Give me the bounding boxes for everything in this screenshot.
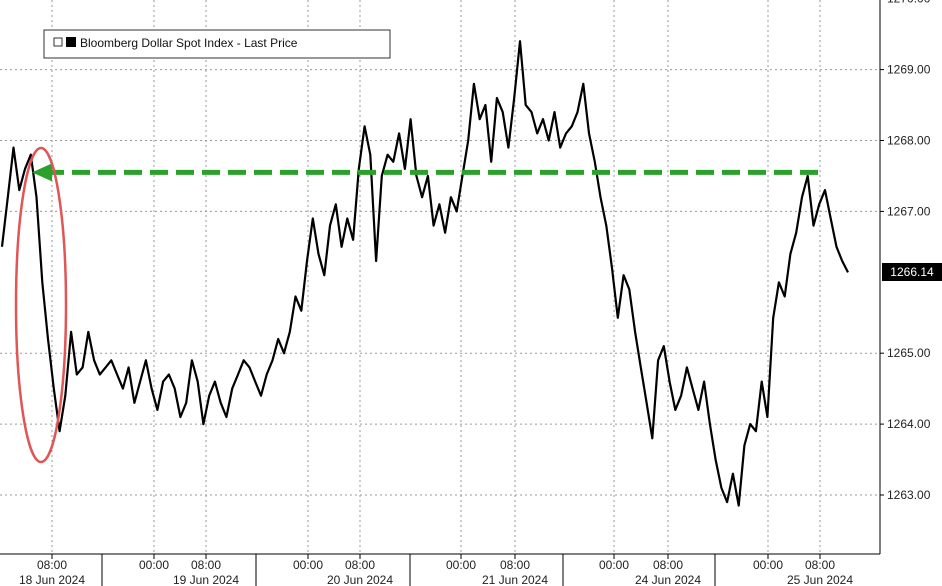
last-price-box	[882, 263, 942, 281]
x-tick-time: 00:00	[599, 558, 629, 572]
x-tick-time: 08:00	[500, 558, 530, 572]
x-tick-time: 08:00	[191, 558, 221, 572]
y-tick-label: 1268.00	[887, 134, 931, 148]
legend: Bloomberg Dollar Spot Index - Last Price	[43, 29, 391, 59]
x-tick-time: 00:00	[139, 558, 169, 572]
series-layer	[0, 40, 849, 507]
x-tick-time: 08:00	[37, 558, 67, 572]
last-price-tag: 1266.14	[882, 263, 942, 281]
y-tick-label: 1264.00	[887, 417, 931, 431]
x-tick-time: 00:00	[753, 558, 783, 572]
axis-frame	[0, 0, 881, 555]
y-tick-label: 1265.00	[887, 346, 931, 360]
y-tick-label: 1267.00	[887, 204, 931, 218]
x-tick-time: 08:00	[805, 558, 835, 572]
x-tick-date: 25 Jun 2024	[787, 573, 853, 586]
x-tick-time: 00:00	[446, 558, 476, 572]
x-tick-time: 00:00	[293, 558, 323, 572]
x-tick-date: 19 Jun 2024	[173, 573, 239, 586]
y-tick-label: 1263.00	[887, 488, 931, 502]
legend-checkbox-icon	[53, 37, 63, 47]
y-tick-label: 1269.00	[887, 63, 931, 77]
x-tick-date: 21 Jun 2024	[482, 573, 548, 586]
x-tick-date: 18 Jun 2024	[19, 573, 85, 586]
last-price-label: 1266.14	[890, 265, 934, 279]
grid	[0, 0, 880, 554]
x-tick-date: 24 Jun 2024	[635, 573, 701, 586]
arrow-head-icon	[32, 163, 52, 182]
x-tick-time: 08:00	[653, 558, 683, 572]
y-tick-label: 1270.00	[887, 0, 931, 6]
highlight-ellipse	[14, 146, 68, 464]
y-axis: 1263.00 1264.00 1265.00 1267.00 1268.00 1269.…	[880, 0, 931, 502]
x-tick-time: 08:00	[345, 558, 375, 572]
legend-box	[43, 29, 391, 59]
x-tick-date: 20 Jun 2024	[327, 573, 393, 586]
legend-series-name: Bloomberg Dollar Spot Index - Last Price	[80, 36, 298, 50]
legend-swatch-icon	[66, 37, 76, 47]
series-line	[0, 40, 849, 507]
annotation-layer	[14, 146, 818, 464]
